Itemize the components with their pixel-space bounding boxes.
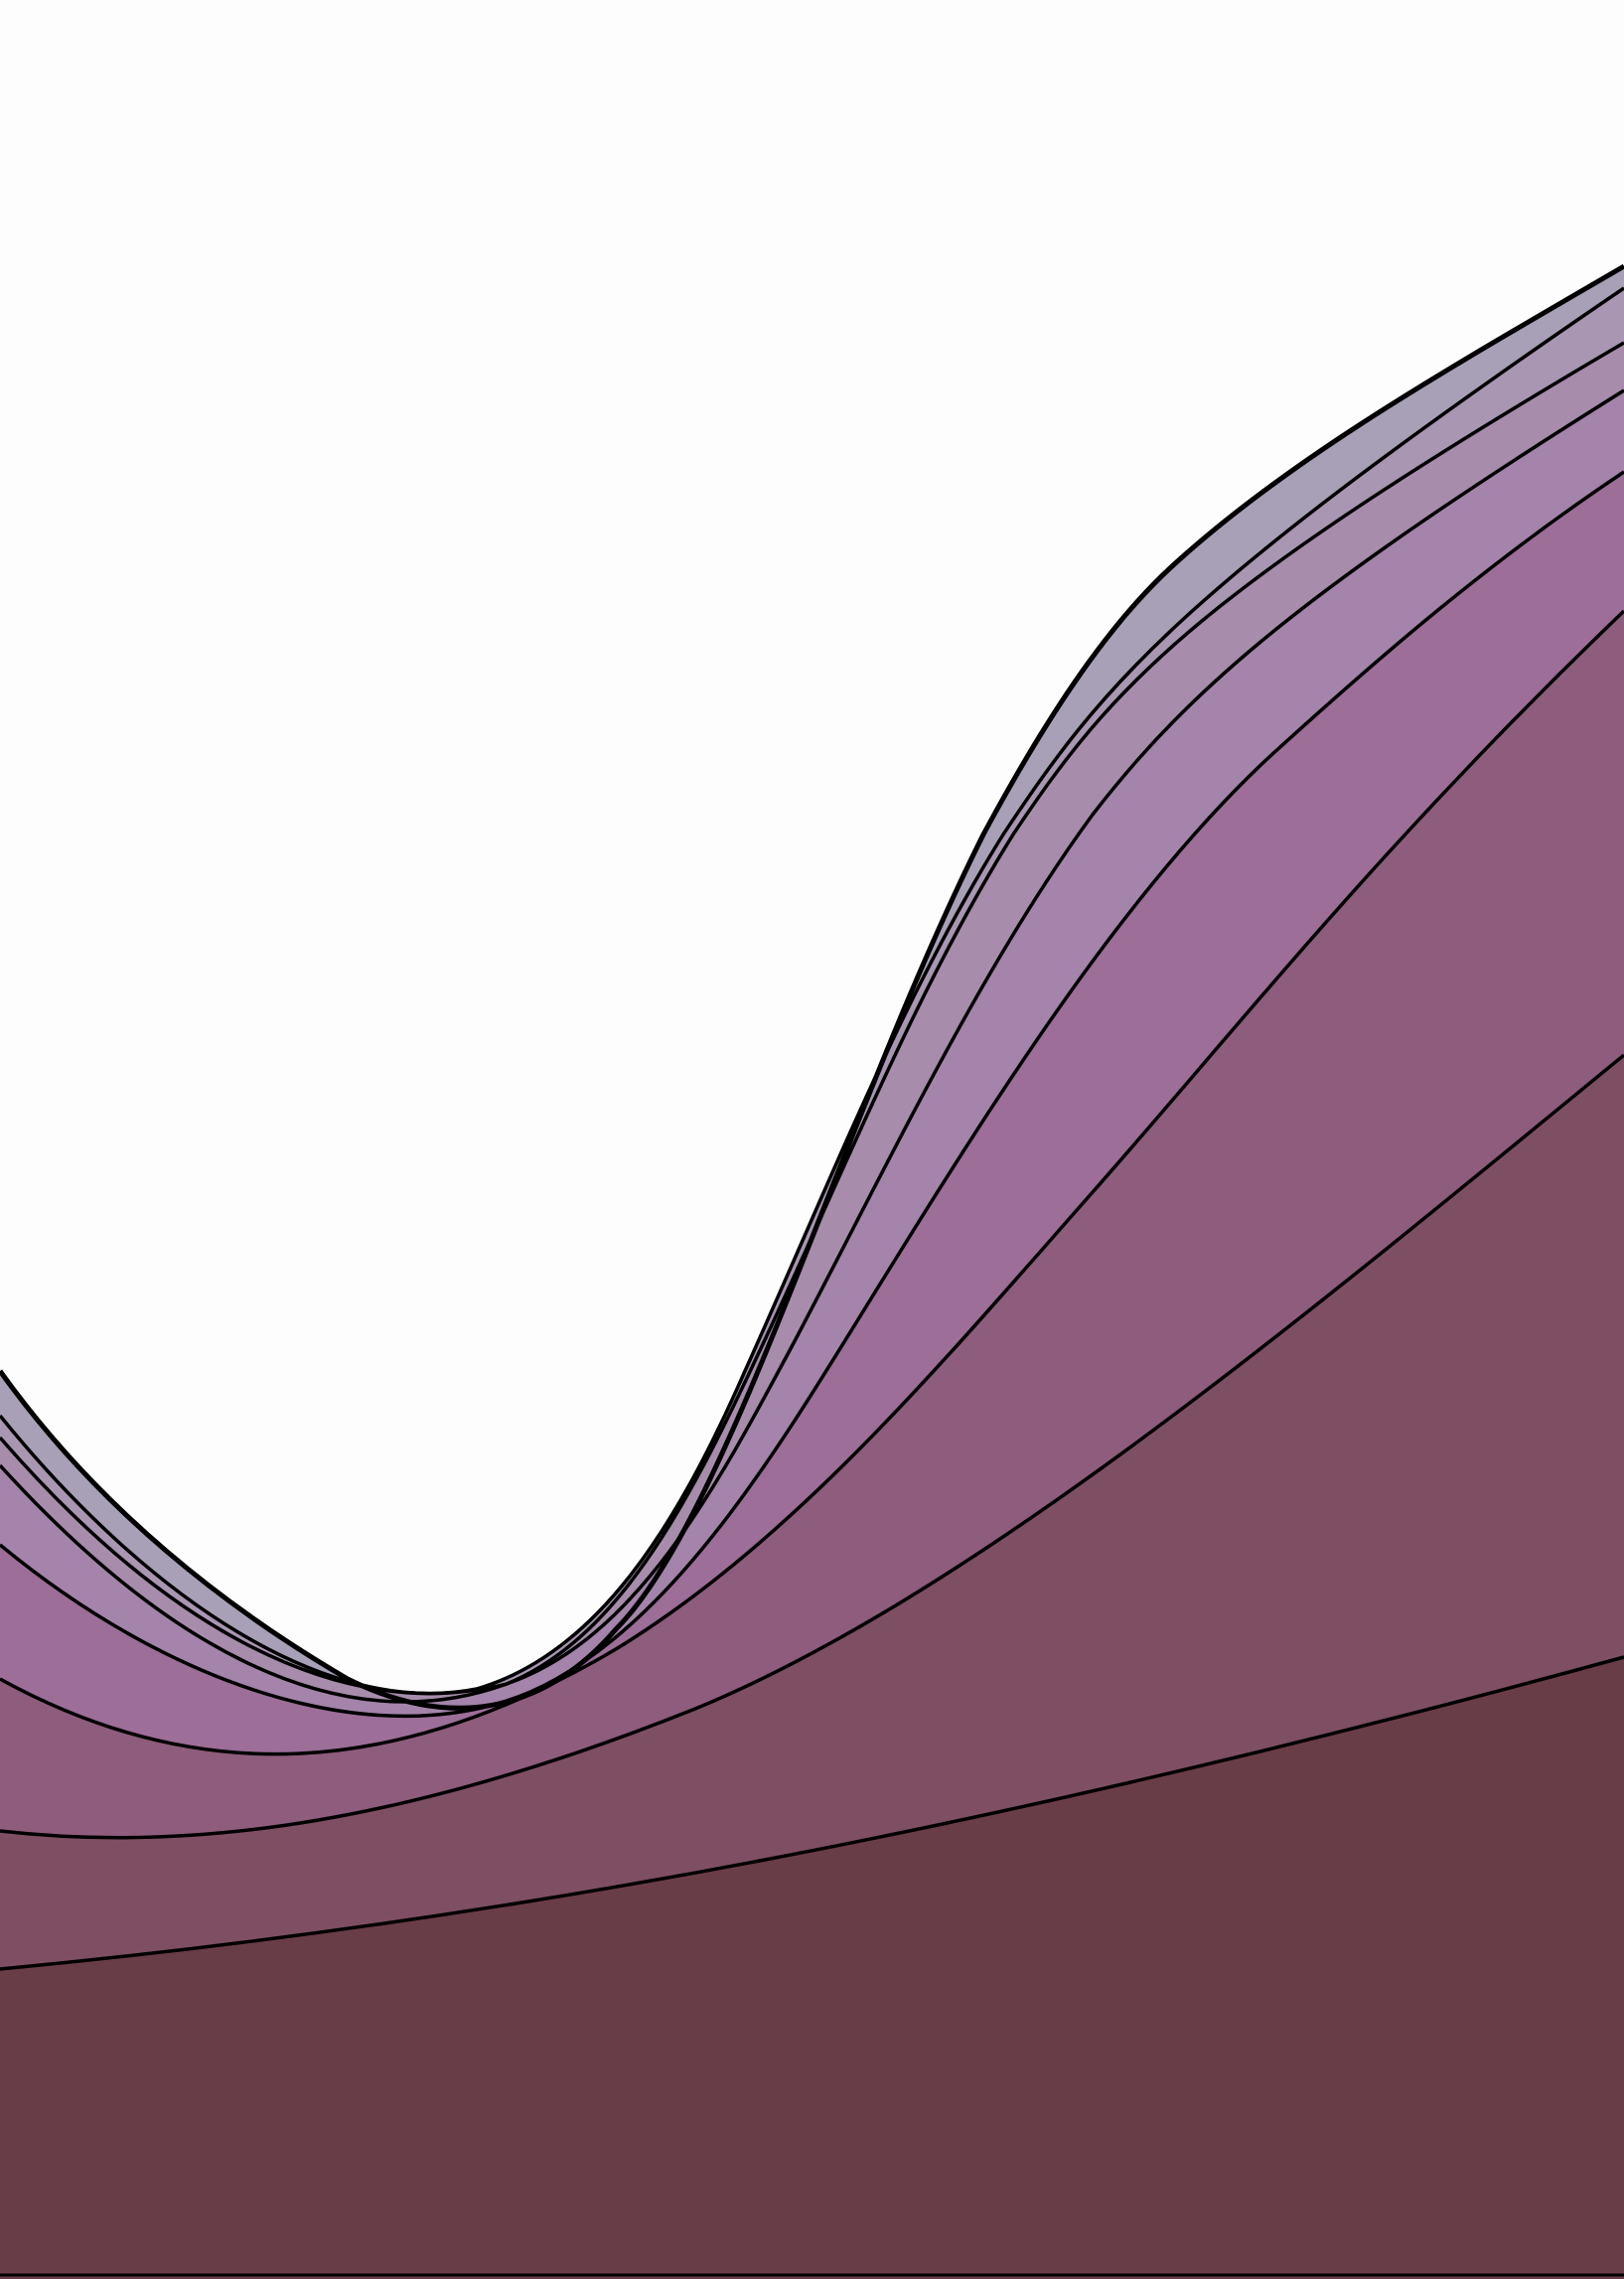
wave-outline-5 <box>0 388 1624 1704</box>
wave-outline-8 <box>0 263 1624 1711</box>
wave-outline-4 <box>0 470 1624 1719</box>
wave-band-1 <box>0 1657 1624 2279</box>
wave-outline-1 <box>0 1655 1624 1971</box>
wave-outline-6 <box>0 341 1624 1696</box>
wave-outline-2 <box>0 1053 1624 1840</box>
wave-outline-3 <box>0 609 1624 1756</box>
wave-outline-7 <box>0 286 1624 1696</box>
